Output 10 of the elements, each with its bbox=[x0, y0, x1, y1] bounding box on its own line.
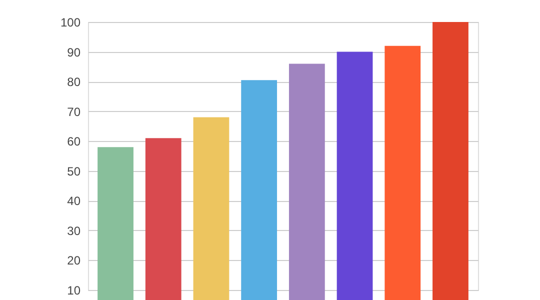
y-tick-label: 20 bbox=[67, 254, 81, 268]
y-tick-label: 80 bbox=[67, 75, 81, 90]
y-tick-label: 100 bbox=[60, 16, 81, 30]
y-tick-label: 10 bbox=[67, 284, 81, 298]
y-tick-label: 40 bbox=[67, 194, 81, 208]
y-tick-label: 60 bbox=[67, 134, 81, 149]
y-tick-label: 90 bbox=[67, 45, 81, 60]
y-tick-label: 30 bbox=[67, 224, 81, 238]
y-tick-label: 70 bbox=[67, 104, 81, 119]
y-tick-label: 50 bbox=[67, 164, 81, 178]
